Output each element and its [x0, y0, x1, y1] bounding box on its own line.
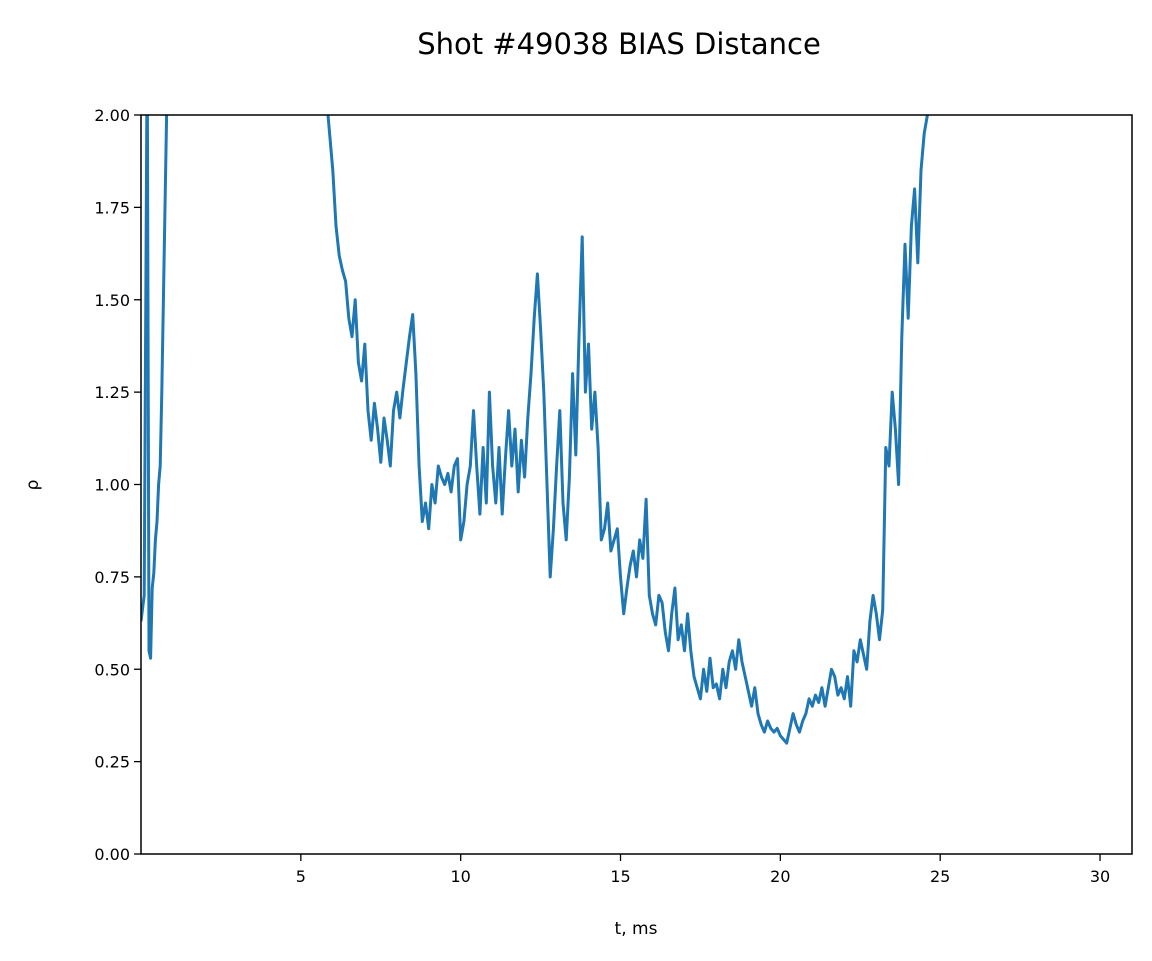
y-tick-label: 0.00	[94, 845, 130, 864]
x-axis-label: t, ms	[615, 919, 658, 939]
y-tick-label: 2.00	[94, 106, 130, 125]
y-tick-label: 0.25	[94, 753, 130, 772]
plot-frame	[140, 114, 1133, 855]
x-tick-label: 5	[296, 867, 306, 886]
series-line	[141, 115, 149, 622]
x-tick-label: 25	[930, 867, 950, 886]
series-line	[145, 115, 169, 660]
series-line	[326, 115, 929, 745]
y-axis-label: ρ	[23, 480, 43, 491]
y-tick-label: 0.75	[94, 568, 130, 587]
chart-title: Shot #49038 BIAS Distance	[417, 27, 821, 61]
x-tick-label: 10	[450, 867, 470, 886]
y-tick-label: 1.25	[94, 383, 130, 402]
y-axis: 0.00 0.25 0.50 0.75 1.00 1.25 1.50 1.75 2.00	[94, 106, 141, 864]
y-tick-label: 1.00	[94, 476, 130, 495]
x-axis: 5 10 15 20 25 30	[296, 854, 1110, 886]
x-tick-label: 30	[1090, 867, 1110, 886]
series-layer	[141, 115, 929, 745]
y-tick-label: 1.50	[94, 291, 130, 310]
x-tick-label: 20	[770, 867, 790, 886]
y-tick-label: 1.75	[94, 198, 130, 217]
y-tick-label: 0.50	[94, 660, 130, 679]
plot-area	[140, 114, 1133, 855]
x-tick-label: 15	[610, 867, 630, 886]
